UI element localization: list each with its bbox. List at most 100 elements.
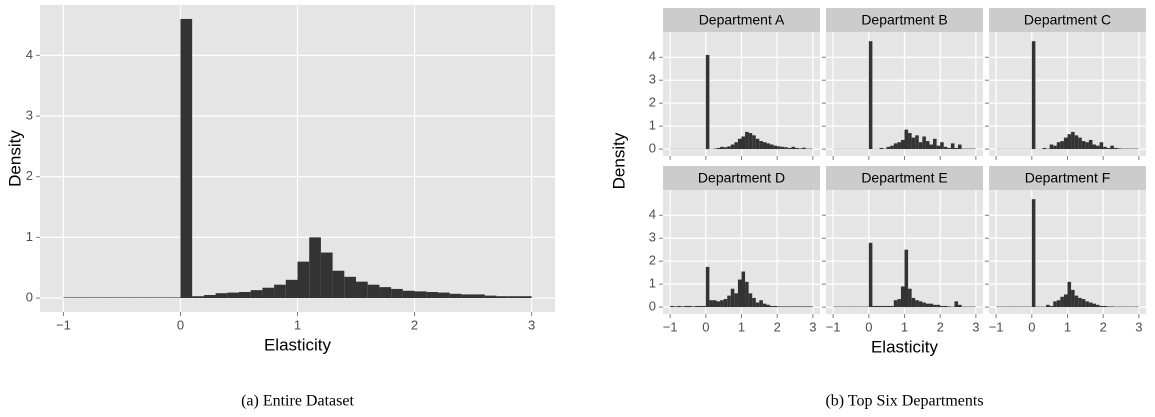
- x-axis-title: Elasticity: [871, 337, 939, 356]
- bar: [879, 147, 884, 150]
- bar: [723, 299, 728, 308]
- bar: [904, 249, 909, 308]
- x-tick-label: 0: [702, 319, 709, 334]
- bar: [958, 304, 962, 308]
- bar: [1103, 305, 1107, 308]
- bar: [890, 145, 894, 150]
- bar: [737, 279, 742, 308]
- bar: [712, 300, 717, 308]
- bar: [734, 142, 738, 150]
- bar: [1053, 145, 1057, 150]
- x-tick-label: 3: [528, 317, 535, 332]
- bar: [723, 147, 728, 150]
- x-axis-title: Elasticity: [264, 335, 332, 354]
- bar: [86, 297, 99, 299]
- bar: [1042, 147, 1047, 150]
- bar: [883, 305, 887, 308]
- bar: [936, 304, 941, 308]
- bar: [1078, 297, 1082, 308]
- bar: [309, 237, 321, 299]
- bar: [1053, 301, 1057, 308]
- y-axis-title: Density: [609, 132, 628, 189]
- bar: [748, 293, 753, 308]
- x-tick-label: 2: [1100, 319, 1107, 334]
- bar: [879, 305, 884, 308]
- bar: [730, 144, 735, 150]
- bar: [192, 296, 204, 299]
- bar: [755, 302, 760, 308]
- bar: [356, 281, 368, 299]
- bar: [777, 146, 781, 150]
- bar: [795, 147, 799, 150]
- x-tick-label: 0: [865, 319, 872, 334]
- bar: [695, 305, 699, 308]
- y-tick-label: 3: [26, 107, 33, 122]
- y-tick-label: 0: [649, 141, 656, 156]
- bar: [461, 294, 474, 299]
- bar: [1092, 144, 1097, 150]
- bar: [180, 18, 193, 299]
- bar: [950, 143, 955, 150]
- bar: [922, 136, 926, 150]
- bar: [1046, 304, 1050, 308]
- bar: [1063, 294, 1068, 308]
- y-tick-label: 4: [649, 49, 656, 64]
- bar: [787, 306, 792, 308]
- bar: [940, 142, 944, 150]
- x-tick-label: −1: [826, 319, 841, 334]
- x-tick-label: 1: [1064, 319, 1071, 334]
- bar: [1081, 141, 1086, 150]
- bar: [121, 297, 134, 299]
- bar: [791, 146, 796, 150]
- bar: [720, 146, 724, 150]
- bar: [922, 302, 926, 308]
- bar: [673, 306, 678, 308]
- bar: [98, 297, 111, 299]
- bar: [1099, 305, 1104, 308]
- bar: [791, 306, 796, 308]
- y-tick-label: 1: [649, 118, 656, 133]
- bar: [1085, 301, 1089, 308]
- bar: [737, 138, 742, 150]
- bar: [770, 144, 774, 150]
- bar: [484, 295, 497, 299]
- bar: [684, 305, 688, 308]
- x-tick-label: 3: [1135, 319, 1142, 334]
- bar: [1074, 295, 1079, 308]
- bar: [893, 143, 898, 150]
- bar: [762, 142, 767, 150]
- bar: [918, 142, 923, 150]
- bar: [911, 137, 916, 150]
- bar: [900, 139, 905, 150]
- bar: [752, 135, 756, 150]
- bar: [900, 286, 905, 308]
- bar: [890, 305, 894, 308]
- bar: [795, 306, 799, 308]
- bar: [110, 297, 122, 299]
- bar: [802, 147, 806, 150]
- bar: [773, 305, 778, 308]
- bar: [508, 296, 520, 299]
- bar: [1049, 305, 1054, 308]
- bar: [933, 304, 937, 308]
- bar: [75, 297, 87, 299]
- bar: [496, 296, 509, 299]
- bar: [1106, 306, 1111, 308]
- bar: [297, 261, 310, 299]
- bar: [766, 304, 771, 308]
- bar: [702, 305, 706, 308]
- bar: [1088, 302, 1093, 308]
- bar: [1110, 306, 1114, 308]
- bar: [1110, 145, 1114, 150]
- bar: [437, 292, 450, 299]
- y-tick-label: 1: [26, 229, 33, 244]
- bar: [426, 291, 438, 299]
- bar: [1106, 147, 1111, 150]
- facet-title: Department E: [861, 170, 947, 186]
- facet-title: Department A: [699, 12, 785, 28]
- bar: [958, 144, 962, 150]
- bar: [391, 288, 403, 299]
- bar: [780, 306, 785, 308]
- x-tick-label: 1: [901, 319, 908, 334]
